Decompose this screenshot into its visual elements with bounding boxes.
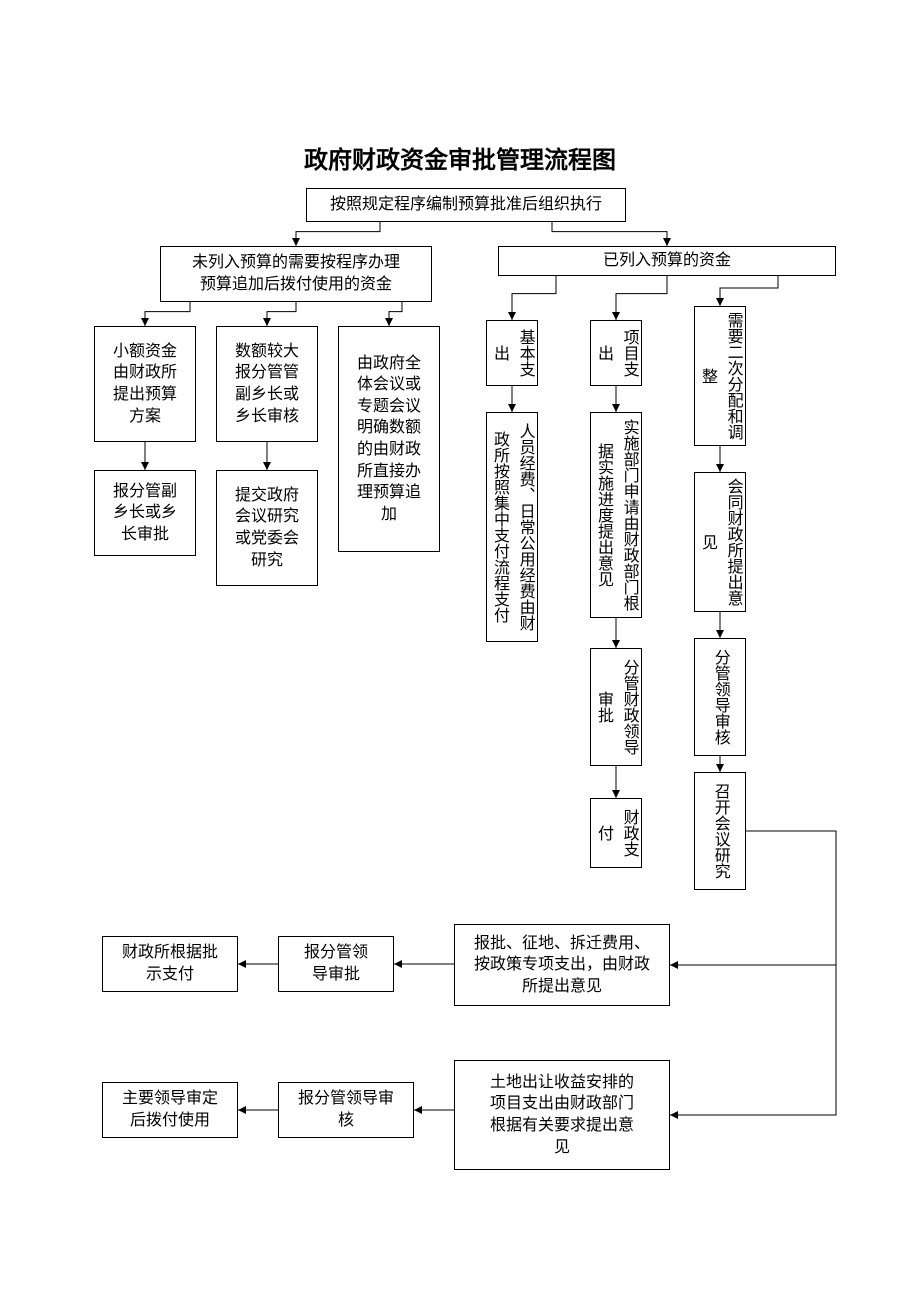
node-r2d: 财政支付 xyxy=(590,798,642,868)
node-left-branch: 未列入预算的需要按程序办理预算追加后拨付使用的资金 xyxy=(160,246,432,302)
node-r2: 项目支出 xyxy=(590,320,642,386)
node-l2b: 提交政府会议研究或党委会研究 xyxy=(216,470,318,586)
node-b2a: 土地出让收益安排的项目支出由财政部门根据有关要求提出意见 xyxy=(454,1060,670,1170)
node-b1c: 财政所根据批示支付 xyxy=(102,936,238,992)
node-r2b: 实施部门申请由财政部门根据实施进度提出意见 xyxy=(590,412,642,618)
node-l1b: 报分管副乡长或乡长审批 xyxy=(94,470,196,556)
node-r1b: 人员经费、日常公用经费由财政所按照集中支付流程支付 xyxy=(486,412,538,642)
node-r1: 基本支出 xyxy=(486,320,538,386)
node-right-branch: 已列入预算的资金 xyxy=(498,246,836,276)
node-l1: 小额资金由财政所提出预算方案 xyxy=(94,326,196,442)
node-top: 按照规定程序编制预算批准后组织执行 xyxy=(306,188,626,222)
node-r3: 需要二次分配和调整 xyxy=(694,306,746,446)
node-r3c: 分管领导审核 xyxy=(694,638,746,756)
node-r2c: 分管财政领导审批 xyxy=(590,648,642,766)
node-b1a: 报批、征地、拆迁费用、按政策专项支出，由财政所提出意见 xyxy=(454,924,670,1006)
node-l2: 数额较大报分管管副乡长或乡长审核 xyxy=(216,326,318,442)
node-l3: 由政府全体会议或专题会议明确数额的由财政所直接办理预算追加 xyxy=(338,326,440,552)
node-b2c: 主要领导审定后拨付使用 xyxy=(102,1082,238,1138)
diagram-title: 政府财政资金审批管理流程图 xyxy=(0,140,920,175)
node-b1b: 报分管领导审批 xyxy=(278,936,394,992)
node-r3d: 召开会议研究 xyxy=(694,772,746,890)
node-b2b: 报分管领导审核 xyxy=(278,1082,414,1138)
node-r3b: 会同财政所提出意见 xyxy=(694,472,746,612)
